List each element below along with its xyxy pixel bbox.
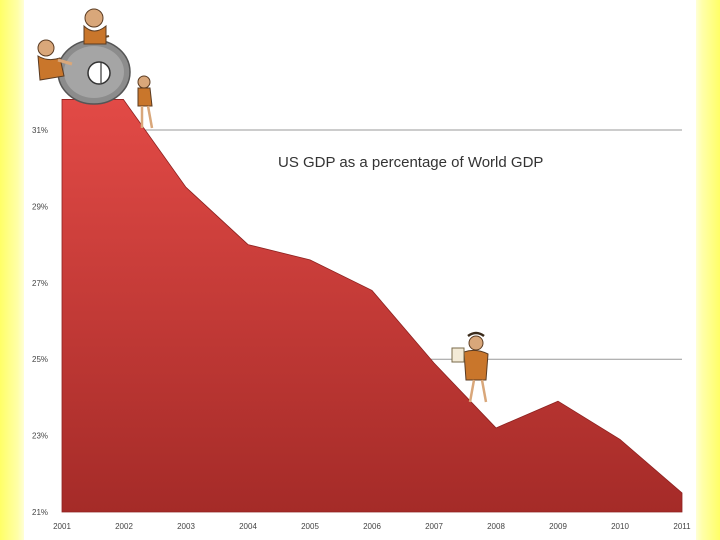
chart-title: US GDP as a percentage of World GDP — [278, 154, 543, 171]
y-tick-label: 31% — [32, 126, 48, 135]
x-tick-label: 2006 — [363, 522, 381, 531]
slide: 21% 23% 25% 27% 29% 31% 2001 2002 2003 2004 2005 2… — [24, 0, 696, 540]
x-tick-label: 2009 — [549, 522, 567, 531]
caveman-rolling-stone-wheel-icon — [37, 8, 154, 129]
x-tick-label: 2003 — [177, 522, 195, 531]
x-tick-label: 2001 — [53, 522, 71, 531]
x-tick-label: 2005 — [301, 522, 319, 531]
x-tick-label: 2008 — [487, 522, 505, 531]
y-tick-label: 25% — [32, 355, 48, 364]
y-tick-label: 29% — [32, 202, 48, 211]
series-area — [61, 99, 683, 513]
caveman-climbing-icon — [451, 331, 489, 403]
x-tick-label: 2011 — [673, 522, 691, 531]
x-tick-label: 2007 — [425, 522, 443, 531]
y-tick-label: 23% — [32, 432, 48, 441]
y-tick-label: 21% — [32, 508, 48, 517]
x-tick-label: 2002 — [115, 522, 133, 531]
chart: 21% 23% 25% 27% 29% 31% 2001 2002 2003 2004 2005 2… — [32, 8, 691, 531]
y-tick-label: 27% — [32, 279, 48, 288]
x-tick-label: 2010 — [611, 522, 629, 531]
x-tick-label: 2004 — [239, 522, 257, 531]
